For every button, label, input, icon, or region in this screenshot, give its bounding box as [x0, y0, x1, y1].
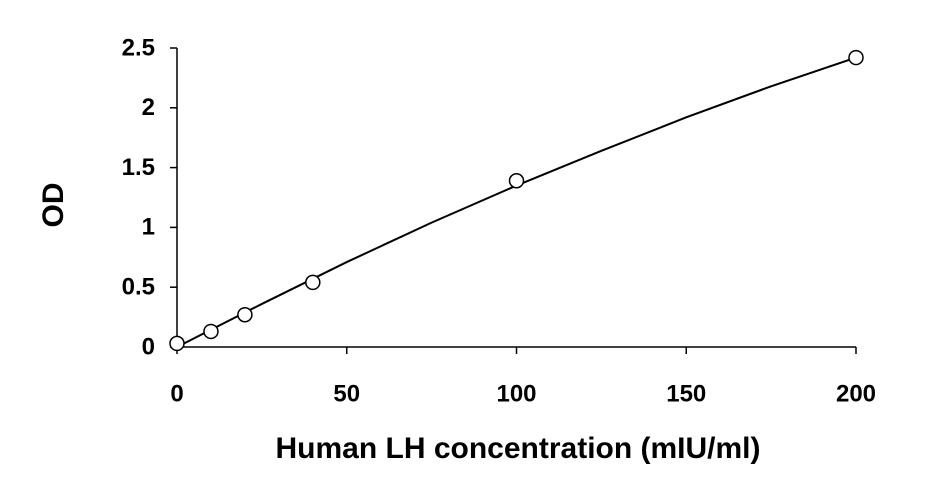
x-axis-label: Human LH concentration (mIU/ml) — [275, 432, 760, 465]
data-point — [848, 49, 864, 66]
y-tick-label: 2.5 — [122, 34, 155, 61]
data-point — [203, 323, 219, 340]
data-point — [305, 274, 321, 291]
y-tick-label: 0.5 — [122, 274, 155, 301]
x-tick-label: 150 — [666, 380, 706, 407]
x-tick-label: 50 — [333, 380, 360, 407]
fit-curve — [176, 56, 857, 348]
x-tick-label: 100 — [496, 380, 536, 407]
x-tick-label: 0 — [170, 380, 183, 407]
data-point — [237, 306, 253, 323]
x-tick-label: 200 — [836, 380, 876, 407]
y-tick-label: 0 — [142, 333, 155, 360]
y-tick-label: 1 — [142, 214, 155, 241]
data-point — [508, 173, 525, 189]
data-point — [169, 335, 185, 352]
y-tick-label: 2 — [142, 94, 155, 121]
y-axis-label: OD — [37, 183, 70, 228]
y-tick-label: 1.5 — [122, 154, 155, 181]
